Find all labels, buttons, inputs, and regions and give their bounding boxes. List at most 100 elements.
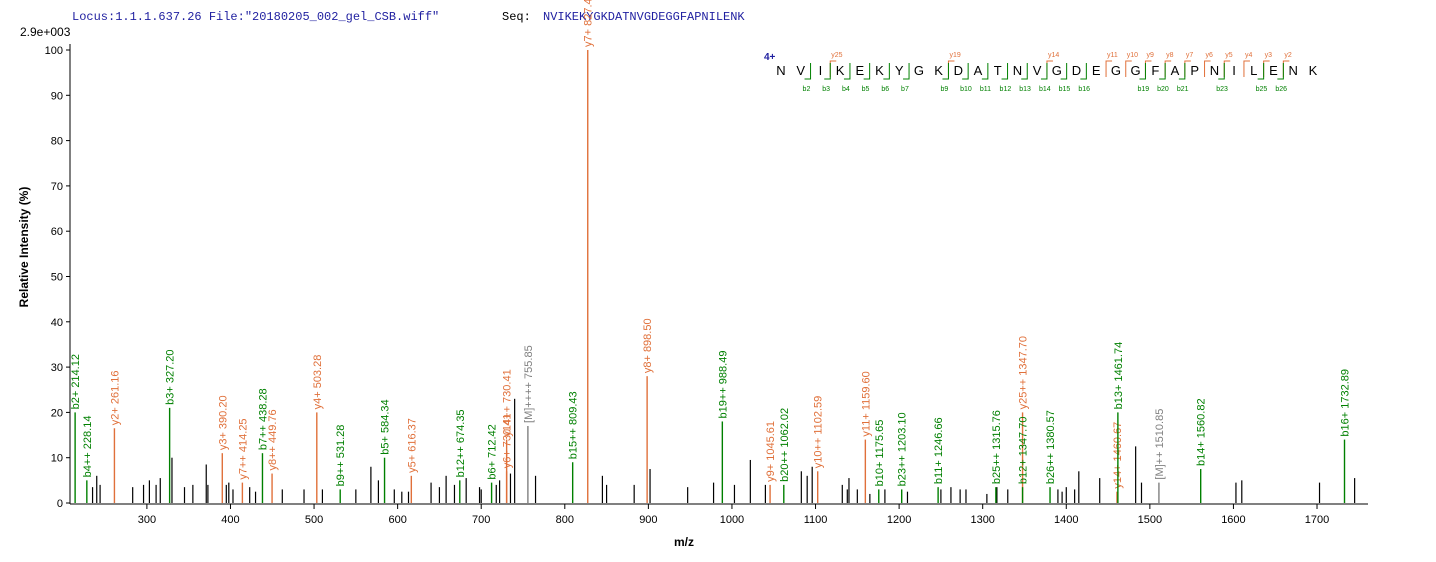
y-ion-label: y3 [1265,52,1273,59]
y-ion-label: y5 [1225,52,1233,59]
peak-label: b11+ 1246.66 [933,417,945,484]
b-ion-marker [1001,63,1009,80]
residue: G [1111,63,1121,78]
peak-label: y8+ 898.50 [642,318,654,373]
peak-label: b10+ 1175.65 [874,420,886,487]
x-tick-label: 600 [388,514,406,526]
y-tick-label: 10 [51,453,63,465]
residue: L [1250,63,1257,78]
peak-label: b3+ 327.20 [165,349,177,404]
b-ion-marker [883,63,890,80]
x-tick-label: 1700 [1305,514,1329,526]
residue: D [954,63,963,78]
peak-label: y7++ 414.25 [237,418,249,479]
b-ion-marker [1178,63,1186,80]
x-tick-label: 900 [639,514,657,526]
residue: V [1033,63,1042,78]
y-tick-label: 90 [51,90,63,102]
peak-label: y2+ 261.16 [109,371,121,426]
b-ion-label: b12 [1000,86,1012,93]
residue: A [1171,63,1180,78]
b-ion-label: b23 [1216,86,1228,93]
b-ion-label: b9 [940,86,948,93]
x-tick-label: 700 [472,514,490,526]
peak-label: b20++ 1062.02 [779,408,791,482]
peak-label: y7+ 827.46 [583,0,595,47]
peak-label: y14++ 730.41 [502,369,514,436]
x-tick-label: 500 [305,514,323,526]
y-ion-label: y9 [1146,52,1154,59]
peak-label: y3+ 390.20 [217,395,229,450]
residue: G [1052,63,1062,78]
y-ion-label: y2 [1284,52,1292,59]
b-ion-marker [1080,63,1087,80]
y-ion-marker [1204,60,1211,77]
peak-label: b4++ 228.14 [82,416,94,478]
peak-label: y6+ 730.41 [502,414,514,469]
peak-label: y4+ 503.28 [312,355,324,410]
b-ion-marker [962,63,969,80]
y-tick-label: 0 [57,498,63,510]
residue: K [875,63,884,78]
y-ion-label: y4 [1245,52,1253,59]
b-ion-marker [843,63,851,80]
peak-label: b14+ 1560.82 [1196,398,1208,466]
b-ion-marker [942,63,949,80]
seq-label: Seq: [502,10,531,24]
peak-label: y11+ 1159.60 [860,371,872,436]
b-ion-label: b7 [901,86,909,93]
peak-label: b12+ 1347.70 [1018,417,1030,485]
peak-label: b23++ 1203.10 [897,412,909,486]
residue: Y [895,63,904,78]
b-ion-label: b10 [960,86,972,93]
y-ion-marker [1243,60,1250,77]
y-tick-label: 40 [51,317,63,329]
b-ion-label: b4 [842,86,850,93]
peak-label: y5+ 616.37 [406,418,418,473]
b-ion-marker [863,63,871,80]
peak-label: b5+ 584.34 [380,399,392,454]
x-tick-label: 300 [138,514,156,526]
b-ion-label: b20 [1157,86,1169,93]
peak-label: y9+ 1045.61 [765,421,777,482]
peak-label: y10++ 1102.59 [813,396,825,469]
b-ion-label: b13 [1019,86,1031,93]
y-ion-label: y8 [1166,52,1174,59]
x-tick-label: 1200 [887,514,911,526]
y-ion-label: y7 [1186,52,1194,59]
y-ion-label: y14 [1048,52,1059,59]
b-ion-label: b25 [1256,86,1268,93]
y-tick-label: 30 [51,362,63,374]
peak-label: b6+ 712.42 [487,424,499,479]
residue: E [855,63,864,78]
b-ion-marker [1257,63,1265,80]
b-ion-marker [1040,63,1048,80]
residue: N [1289,63,1298,78]
b-ion-label: b15 [1059,86,1071,93]
peak-label: b12++ 674.35 [455,409,467,477]
y-ion-marker [1125,60,1132,77]
y-tick-label: 70 [51,181,63,193]
b-ion-marker [981,63,989,80]
x-tick-label: 1100 [804,514,828,526]
peak-label: b9++ 531.28 [335,425,347,487]
residue: T [994,63,1002,78]
scale-label: 2.9e+003 [20,25,71,39]
sequence: NVIKEKYGKDATNVGDEGGFAPNILENK [543,10,745,24]
peak-label: b16+ 1732.89 [1340,369,1352,437]
y-ion-label: y6 [1206,52,1214,59]
residue: N [776,63,785,78]
peak-label: b2+ 214.12 [70,354,82,409]
residue: I [1232,63,1236,78]
x-axis-label: m/z [674,535,694,549]
b-ion-marker [1021,63,1028,80]
b-ion-label: b6 [881,86,889,93]
b-ion-marker [804,63,812,80]
y-ion-label: y25 [831,52,842,59]
x-tick-label: 1500 [1138,514,1162,526]
y-ion-label: y19 [949,52,960,59]
y-ion-marker [1105,60,1113,77]
b-ion-label: b2 [803,86,811,93]
peak-label: [M]++ 1510.85 [1154,409,1166,480]
